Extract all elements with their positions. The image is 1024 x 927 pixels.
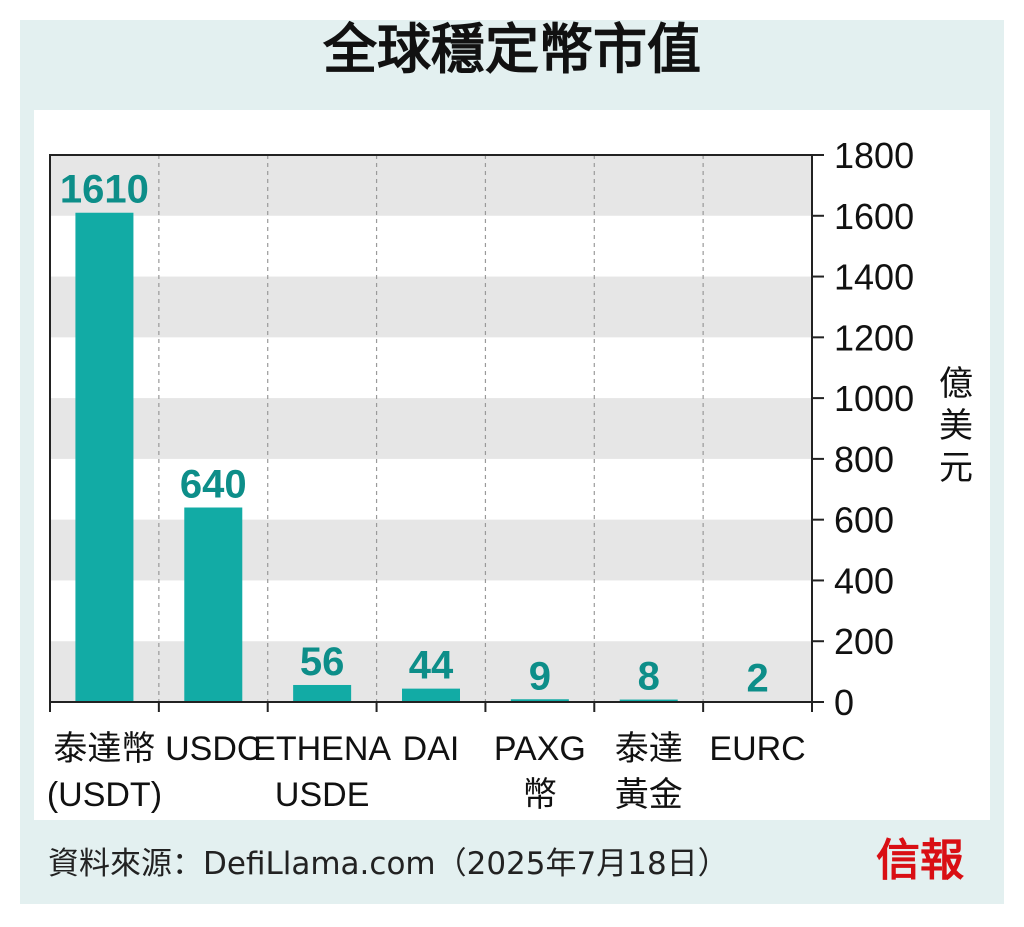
brand-logo: 信報 xyxy=(876,835,964,886)
x-category-label: USDC xyxy=(165,730,261,768)
x-category-label: DAI xyxy=(403,730,460,768)
bar xyxy=(619,699,678,702)
y-tick-label: 200 xyxy=(834,621,894,662)
y-tick-label: 1400 xyxy=(834,257,914,298)
data-label: 8 xyxy=(638,655,660,699)
y-tick-label: 1200 xyxy=(834,317,914,358)
background-band xyxy=(50,398,812,459)
y-axis-unit-char: 元 xyxy=(939,448,973,488)
background-bands xyxy=(50,155,812,702)
x-category-label: 泰達 xyxy=(615,730,683,768)
bar xyxy=(75,212,134,702)
data-label: 1610 xyxy=(60,168,149,212)
bar xyxy=(184,507,243,702)
y-axis-unit-char: 美 xyxy=(939,406,973,446)
bar xyxy=(402,688,460,702)
x-category-label: 黃金 xyxy=(615,776,683,814)
plot-border xyxy=(49,154,813,703)
background-band xyxy=(50,155,812,216)
y-tick-label: 1600 xyxy=(834,196,914,237)
x-category-label: 泰達幣 xyxy=(53,730,155,768)
y-tick-label: 800 xyxy=(834,439,894,480)
chart-title: 全球穩定幣市值 xyxy=(323,18,701,81)
bars xyxy=(75,212,787,703)
x-category-label: 幣 xyxy=(523,776,557,814)
y-tick-label: 400 xyxy=(834,560,894,601)
x-category-label: (USDT) xyxy=(47,776,162,814)
vertical-gridlines xyxy=(158,155,704,702)
data-label: 9 xyxy=(529,654,551,698)
bar xyxy=(293,684,352,702)
x-category-label: ETHENA xyxy=(253,730,391,768)
y-tick-label: 1800 xyxy=(834,135,914,176)
data-label: 44 xyxy=(409,644,454,688)
background-band xyxy=(50,519,812,581)
y-axis-unit: 億美元 xyxy=(939,364,973,488)
data-labels: 1610 640 56 44 9 8 2 xyxy=(60,168,769,701)
data-label: 56 xyxy=(300,640,345,684)
y-axis-ticks: 0 200 400 600 800 1000 1200 1400 1600 1800 xyxy=(812,135,914,723)
data-label: 640 xyxy=(180,463,247,507)
background-band xyxy=(50,276,812,338)
x-category-label: EURC xyxy=(709,730,805,768)
data-label: 2 xyxy=(746,656,768,700)
bar xyxy=(510,699,569,702)
y-tick-label: 1000 xyxy=(834,378,914,419)
y-axis-unit-char: 億 xyxy=(939,364,973,404)
x-category-label: PAXG xyxy=(494,730,586,768)
source-note: 資料來源：DefiLlama.com（2025年7月18日） xyxy=(48,846,729,882)
axes xyxy=(49,154,813,712)
y-tick-label: 0 xyxy=(834,682,854,723)
y-tick-label: 600 xyxy=(834,500,894,541)
x-category-label: USDE xyxy=(275,776,369,814)
